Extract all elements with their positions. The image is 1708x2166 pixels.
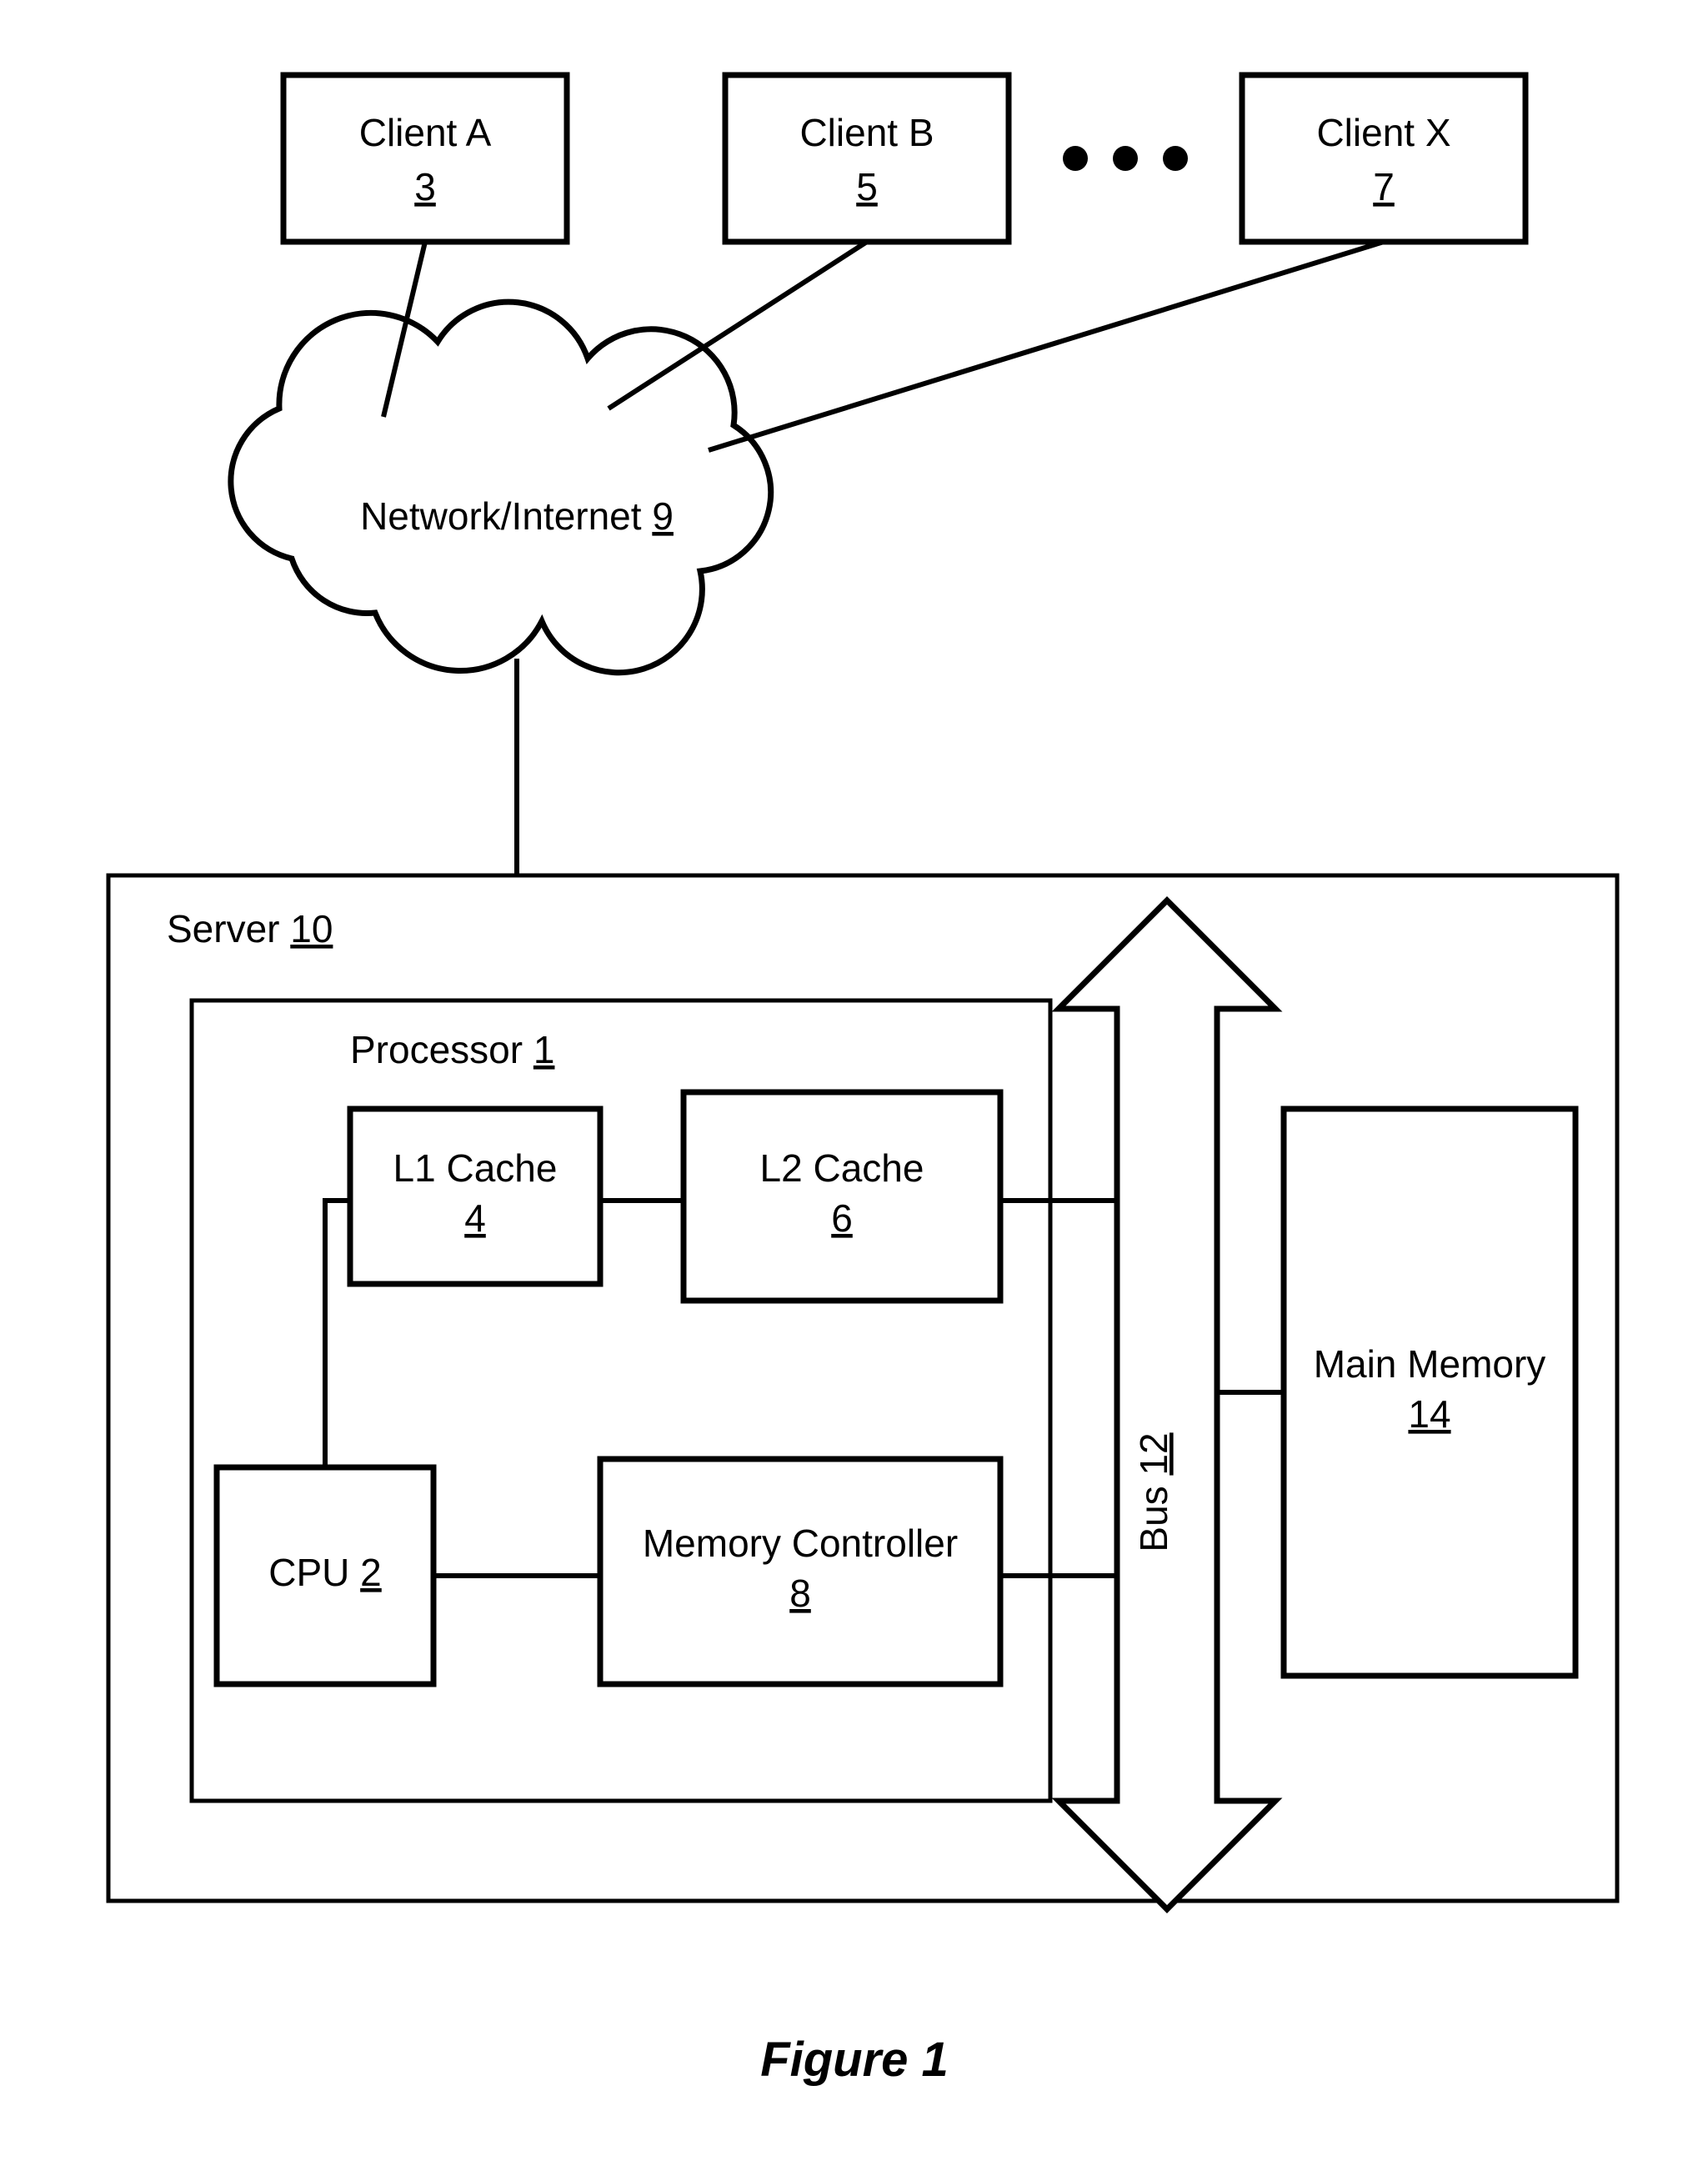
client-x-num: 7 [1373,165,1395,208]
client-x-label: Client X [1316,111,1450,154]
bus-label: Bus 12 [1132,1432,1175,1552]
l1-cache-label: L1 Cache [393,1146,558,1190]
memory-controller-num: 8 [789,1572,811,1615]
figure-caption: Figure 1 [760,2033,949,2087]
memory-controller-label: Memory Controller [643,1522,958,1565]
ellipsis-dot [1063,146,1088,171]
main-memory-label: Main Memory [1314,1342,1546,1386]
client-b-box [725,75,1009,242]
connector-line [709,242,1384,450]
connector-line [609,242,867,409]
l2-cache-num: 6 [831,1196,853,1240]
ellipsis-dot [1113,146,1138,171]
server-title: Server 10 [167,907,333,950]
figure-1-diagram: Client A 3 Client B 5 Client X 7 Network/Inter… [0,0,1708,2166]
client-a-box [283,75,567,242]
l1-cache-num: 4 [464,1196,486,1240]
client-b-label: Client B [799,111,934,154]
client-b-num: 5 [856,165,878,208]
processor-title: Processor 1 [350,1028,554,1071]
l2-cache-label: L2 Cache [760,1146,924,1190]
main-memory-num: 14 [1408,1392,1450,1436]
client-x-box [1242,75,1525,242]
ellipsis-dot [1163,146,1188,171]
network-label: Network/Internet 9 [360,494,674,538]
client-a-label: Client A [359,111,492,154]
cpu-label: CPU 2 [268,1551,382,1594]
client-a-num: 3 [414,165,436,208]
